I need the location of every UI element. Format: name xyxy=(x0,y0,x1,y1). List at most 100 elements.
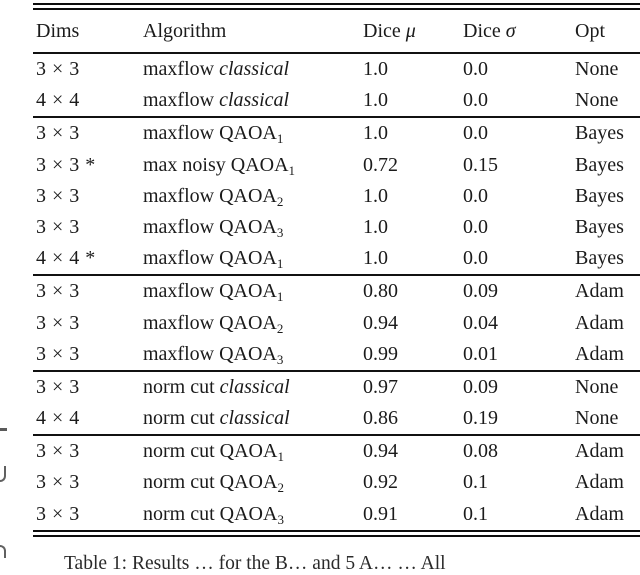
results-table: Dims Algorithm Dice μ Dice σ Opt 3 × 3 m… xyxy=(33,3,640,537)
cell-dims: 3 × 3 xyxy=(36,502,80,525)
cell-dice-mu: 1.0 xyxy=(363,184,388,207)
column-header-dice-mu: Dice μ xyxy=(363,20,416,42)
cell-dice-mu: 0.97 xyxy=(363,375,398,398)
cell-algorithm: norm cut QAOA1 xyxy=(143,440,284,465)
cell-dice-sigma: 0.15 xyxy=(463,153,498,176)
column-header-opt: Opt xyxy=(575,20,605,42)
cell-dims: 3 × 3 xyxy=(36,215,80,238)
cell-dice-sigma: 0.04 xyxy=(463,311,498,334)
cell-algorithm: norm cut classical xyxy=(143,407,290,430)
table-row: 3 × 3 norm cut classical 0.97 0.09 None xyxy=(33,372,640,403)
cell-opt: Adam xyxy=(575,440,624,463)
cell-dice-sigma: 0.08 xyxy=(463,440,498,463)
table-row: 3 × 3 maxflow classical 1.0 0.0 None xyxy=(33,54,640,85)
page-margin-artifact xyxy=(0,545,6,558)
table-row: 4 × 4 norm cut classical 0.86 0.19 None xyxy=(33,403,640,434)
cell-opt: Bayes xyxy=(575,122,624,145)
table-header-row: Dims Algorithm Dice μ Dice σ Opt xyxy=(33,10,640,52)
cell-dice-mu: 1.0 xyxy=(363,89,388,112)
table-row: 3 × 3 maxflow QAOA2 1.0 0.0 Bayes xyxy=(33,181,640,212)
cell-dice-mu: 0.92 xyxy=(363,471,398,494)
cell-dims: 3 × 3 xyxy=(36,311,80,334)
cell-dims: 3 × 3 * xyxy=(36,153,96,176)
cell-algorithm: maxflow classical xyxy=(143,89,290,112)
cell-opt: Adam xyxy=(575,311,624,334)
table-row: 3 × 3 maxflow QAOA3 0.99 0.01 Adam xyxy=(33,339,640,370)
cell-dice-sigma: 0.0 xyxy=(463,215,488,238)
cell-dims: 4 × 4 xyxy=(36,407,80,430)
cell-dice-sigma: 0.0 xyxy=(463,122,488,145)
table-row: 3 × 3 maxflow QAOA2 0.94 0.04 Adam xyxy=(33,308,640,339)
cell-dice-mu: 0.91 xyxy=(363,502,398,525)
cell-algorithm: maxflow classical xyxy=(143,58,290,80)
cell-dice-mu: 0.72 xyxy=(363,153,398,176)
cell-dims: 3 × 3 xyxy=(36,471,80,494)
cell-dice-mu: 0.94 xyxy=(363,311,398,334)
column-header-dims: Dims xyxy=(36,20,80,42)
table-row: 3 × 3 norm cut QAOA1 0.94 0.08 Adam xyxy=(33,436,640,467)
cell-dice-mu: 0.86 xyxy=(363,407,398,430)
cell-opt: Bayes xyxy=(575,184,624,207)
page-margin-artifact xyxy=(0,466,6,482)
cell-opt: Adam xyxy=(575,502,624,525)
table-row: 3 × 3 norm cut QAOA3 0.91 0.1 Adam xyxy=(33,499,640,530)
cell-algorithm: maxflow QAOA2 xyxy=(143,311,284,336)
cell-opt: None xyxy=(575,375,619,398)
table-row: 3 × 3 maxflow QAOA1 0.80 0.09 Adam xyxy=(33,276,640,307)
header-rule xyxy=(33,52,640,54)
column-header-algorithm: Algorithm xyxy=(143,20,227,42)
cell-opt: None xyxy=(575,89,619,112)
cell-dims: 3 × 3 xyxy=(36,184,80,207)
cell-algorithm: max noisy QAOA1 xyxy=(143,153,296,178)
cell-algorithm: maxflow QAOA1 xyxy=(143,280,284,305)
cell-dims: 3 × 3 xyxy=(36,122,80,145)
cell-dims: 3 × 3 xyxy=(36,342,80,365)
cell-algorithm: maxflow QAOA1 xyxy=(143,122,284,147)
table-top-rule xyxy=(33,3,640,10)
cell-dims: 3 × 3 xyxy=(36,58,80,80)
table-row: 3 × 3 norm cut QAOA2 0.92 0.1 Adam xyxy=(33,467,640,498)
section-rule xyxy=(33,274,640,277)
cell-opt: Adam xyxy=(575,342,624,365)
cell-dice-sigma: 0.19 xyxy=(463,407,498,430)
cell-dice-sigma: 0.09 xyxy=(463,375,498,398)
cell-dice-sigma: 0.0 xyxy=(463,58,488,80)
table-row: 4 × 4 * maxflow QAOA1 1.0 0.0 Bayes xyxy=(33,243,640,274)
table-bottom-rule xyxy=(33,529,640,537)
page-margin-artifact xyxy=(0,428,7,431)
cell-dice-mu: 0.94 xyxy=(363,440,398,463)
cell-algorithm: norm cut classical xyxy=(143,375,290,398)
table-row: 3 × 3 maxflow QAOA3 1.0 0.0 Bayes xyxy=(33,212,640,243)
table-row: 3 × 3 * max noisy QAOA1 0.72 0.15 Bayes xyxy=(33,150,640,181)
cell-dice-sigma: 0.1 xyxy=(463,502,488,525)
cell-dice-mu: 1.0 xyxy=(363,247,388,270)
section-rule xyxy=(33,369,640,372)
cell-opt: Adam xyxy=(575,471,624,494)
cell-opt: None xyxy=(575,58,619,80)
cell-dims: 4 × 4 xyxy=(36,89,80,112)
cell-algorithm: maxflow QAOA3 xyxy=(143,215,284,240)
cell-opt: Adam xyxy=(575,280,624,303)
table-body: 3 × 3 maxflow classical 1.0 0.0 None 4 ×… xyxy=(33,54,640,530)
table-row: 3 × 3 maxflow QAOA1 1.0 0.0 Bayes xyxy=(33,118,640,149)
cell-dims: 4 × 4 * xyxy=(36,247,96,270)
cell-algorithm: maxflow QAOA1 xyxy=(143,247,284,272)
cell-dice-mu: 0.99 xyxy=(363,342,398,365)
cell-dice-mu: 1.0 xyxy=(363,122,388,145)
cell-dice-sigma: 0.0 xyxy=(463,89,488,112)
caption-fragment: Table 1: Results … for the B… and 5 A… …… xyxy=(64,553,446,574)
section-rule xyxy=(33,116,640,119)
cell-opt: None xyxy=(575,407,619,430)
section-rule xyxy=(33,434,640,437)
cell-opt: Bayes xyxy=(575,215,624,238)
column-header-dice-sigma: Dice σ xyxy=(463,20,516,42)
cell-dice-sigma: 0.09 xyxy=(463,280,498,303)
cell-dice-mu: 1.0 xyxy=(363,215,388,238)
cell-dice-mu: 0.80 xyxy=(363,280,398,303)
cell-dims: 3 × 3 xyxy=(36,375,80,398)
cell-opt: Bayes xyxy=(575,153,624,176)
cell-dice-mu: 1.0 xyxy=(363,58,388,80)
table-row: 4 × 4 maxflow classical 1.0 0.0 None xyxy=(33,85,640,116)
cell-dice-sigma: 0.0 xyxy=(463,247,488,270)
cell-algorithm: norm cut QAOA2 xyxy=(143,471,284,496)
